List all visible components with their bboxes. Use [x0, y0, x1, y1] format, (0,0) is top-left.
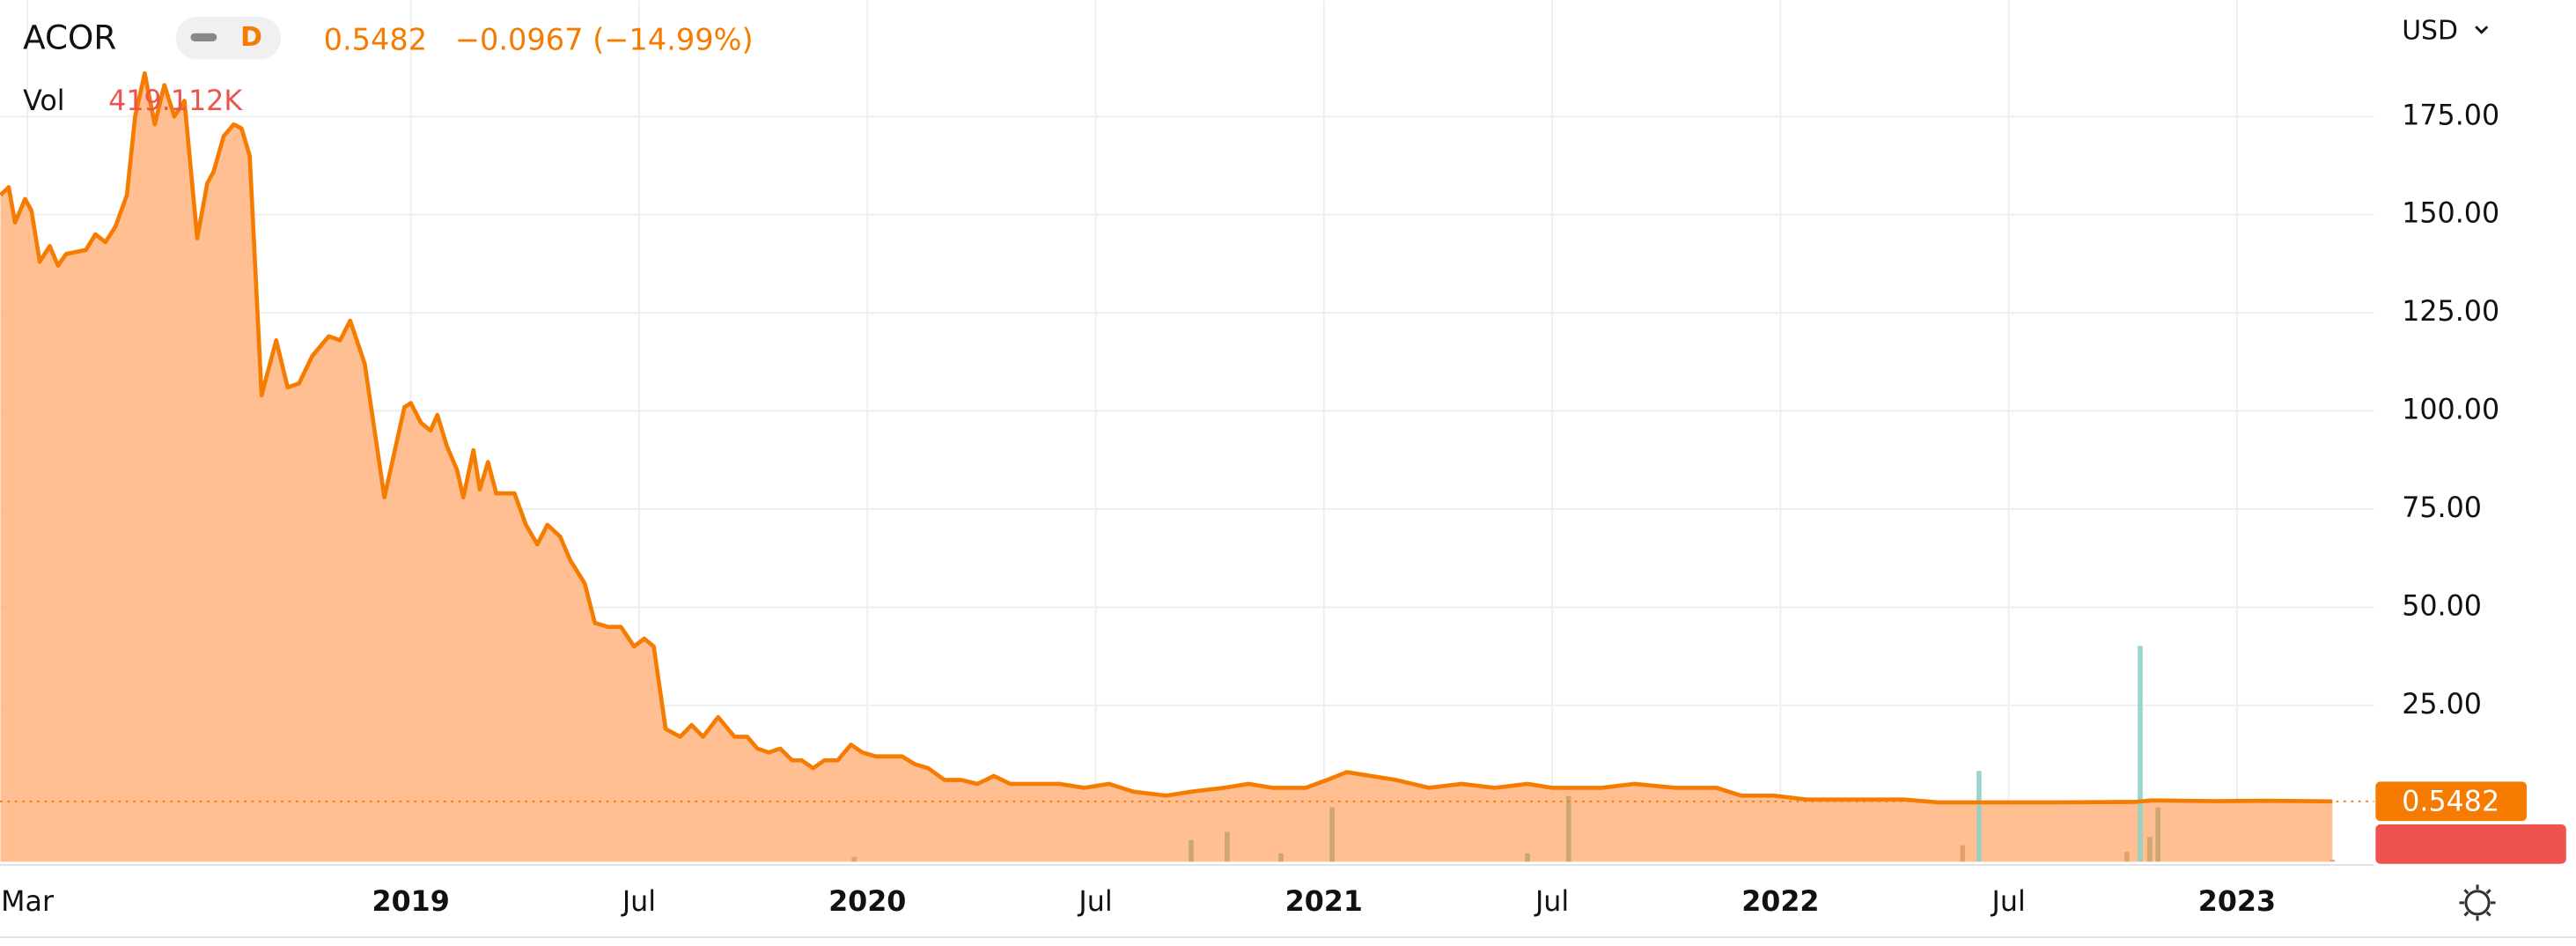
- interval[interactable]: D: [240, 22, 262, 53]
- x-tick-label: Jul: [621, 886, 656, 918]
- y-tick-label: 75.00: [2402, 492, 2482, 524]
- volume-bar: [1225, 831, 1230, 862]
- x-tick-label: 2021: [1285, 886, 1363, 918]
- volume-bar: [2147, 837, 2153, 862]
- volume-bar: [1960, 845, 1966, 862]
- last-price: 0.5482: [324, 23, 427, 57]
- volume-bar: [1525, 853, 1530, 862]
- settings-icon[interactable]: [2459, 884, 2496, 921]
- price-line: [0, 70, 2333, 805]
- plot: [0, 70, 2374, 862]
- x-tick-label: 2020: [828, 886, 906, 918]
- price-tag-box: [2375, 781, 2528, 822]
- volume-bar: [1189, 839, 1194, 862]
- x-tick-label: Jul: [1077, 886, 1112, 918]
- volume-bar: [1565, 795, 1571, 862]
- volume-bar: [1329, 807, 1335, 862]
- price-area: [0, 73, 2333, 862]
- volume-bar: [851, 856, 857, 862]
- y-tick-label: 150.00: [2402, 198, 2499, 230]
- currency-caret[interactable]: [2475, 26, 2489, 34]
- volume-bar: [2329, 860, 2336, 862]
- interval-pill[interactable]: [175, 17, 282, 60]
- x-tick-label: 2019: [372, 886, 450, 918]
- x-tick-label: Jul: [1990, 886, 2025, 918]
- x-tick-label: 2022: [1741, 886, 1819, 918]
- x-tick-label: 2023: [2198, 886, 2276, 918]
- y-tick-label: 175.00: [2402, 100, 2499, 131]
- volume-tag-box: [2375, 824, 2566, 864]
- volume-bar: [2124, 851, 2130, 862]
- currency[interactable]: USD: [2402, 15, 2458, 46]
- volume-bar: [2155, 807, 2160, 862]
- pill-icon: [190, 33, 217, 42]
- price-change: −0.0967 (−14.99%): [455, 23, 754, 57]
- y-tick-label: 100.00: [2402, 395, 2499, 426]
- x-tick-label: Jul: [1534, 886, 1569, 918]
- volume-bar: [1976, 771, 1982, 862]
- price-tags: 0.5482: [2375, 781, 2566, 864]
- symbol: ACOR: [23, 18, 116, 57]
- gear-ring: [2464, 890, 2491, 916]
- price-tag: 0.5482: [2402, 787, 2499, 818]
- gear-teeth: [2459, 884, 2496, 921]
- volume-title: Vol: [23, 85, 64, 117]
- volume-bar: [2138, 646, 2143, 862]
- y-tick-label: 50.00: [2402, 590, 2482, 622]
- x-tick-label: Mar: [1, 886, 55, 918]
- volume-value: 419.112K: [108, 85, 243, 117]
- y-tick-label: 125.00: [2402, 296, 2499, 328]
- volume-bar: [1278, 853, 1284, 862]
- y-tick-label: 25.00: [2402, 689, 2482, 721]
